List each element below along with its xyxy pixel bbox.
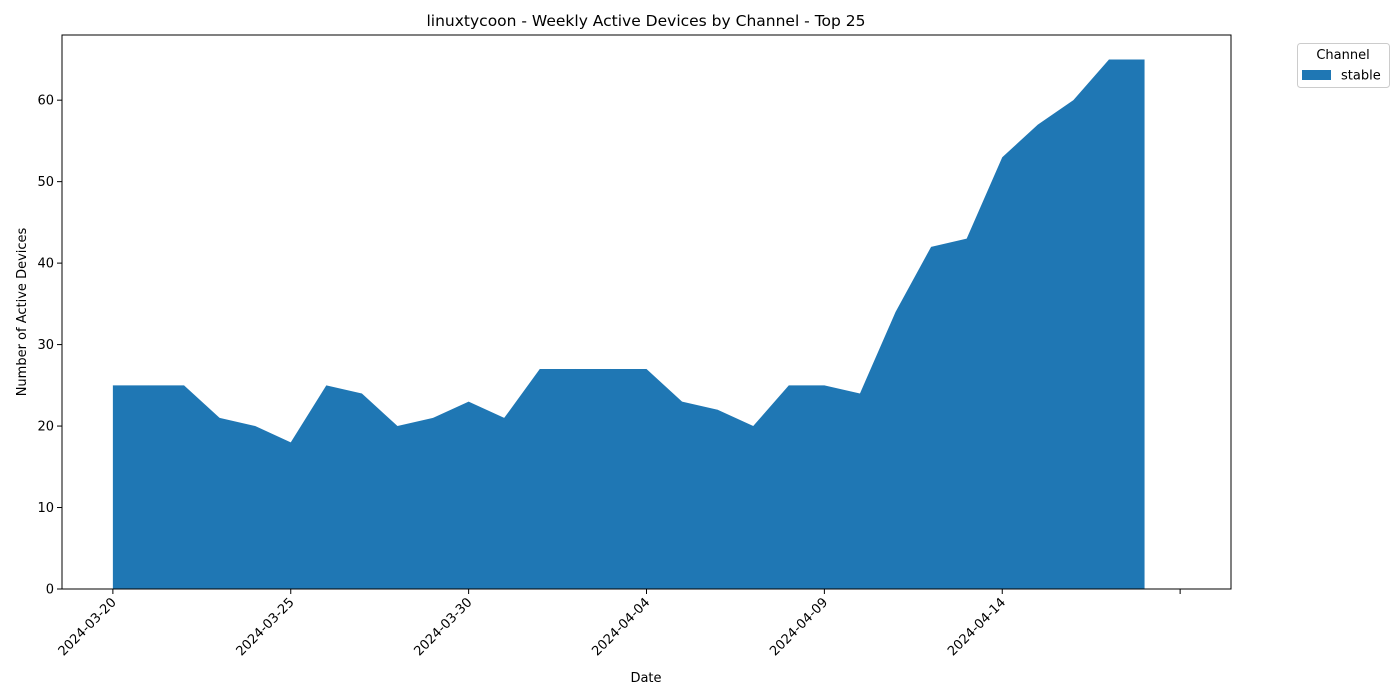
chart-title: linuxtycoon - Weekly Active Devices by C… xyxy=(426,12,865,30)
y-tick-label: 10 xyxy=(37,501,54,516)
legend-label-stable: stable xyxy=(1341,69,1381,84)
y-tick-label: 50 xyxy=(37,175,54,190)
y-tick-label: 30 xyxy=(37,338,54,353)
x-axis-label: Date xyxy=(630,671,661,686)
area-series-stable xyxy=(112,59,1145,590)
y-tick-label: 0 xyxy=(46,583,54,598)
y-axis: 0 10 20 30 40 50 60 xyxy=(37,94,62,598)
plot-frame xyxy=(61,34,1232,590)
y-tick-label: 20 xyxy=(37,420,54,435)
y-tick-label: 40 xyxy=(37,257,54,272)
area-layer xyxy=(112,59,1145,590)
legend-swatch-stable xyxy=(1302,70,1331,80)
y-tick-label: 60 xyxy=(37,94,54,109)
y-axis-label: Number of Active Devices xyxy=(15,227,30,396)
legend-title: Channel xyxy=(1316,48,1369,63)
legend: Channel stable xyxy=(1297,43,1390,88)
